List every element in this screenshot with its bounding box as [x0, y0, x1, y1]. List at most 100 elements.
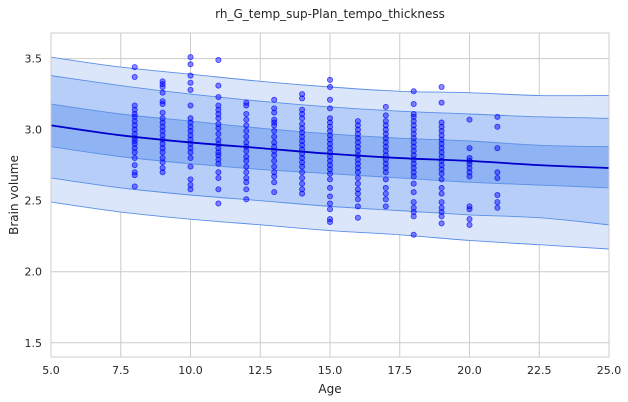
data-point [215, 156, 222, 163]
data-point [410, 173, 417, 180]
band-edge-inner-lower [50, 146, 610, 189]
data-point [326, 157, 333, 164]
data-point [438, 119, 445, 126]
data-point [299, 180, 306, 187]
data-point [243, 128, 250, 135]
data-point [131, 162, 138, 169]
data-point [410, 231, 417, 238]
band-edge-middle-upper [50, 75, 610, 119]
y-tick-label: 1.5 [25, 337, 43, 350]
data-point [271, 139, 278, 146]
data-point [243, 169, 250, 176]
data-point [187, 123, 194, 130]
data-point [382, 139, 389, 146]
data-point [354, 126, 361, 133]
data-point [466, 145, 473, 152]
data-point [326, 76, 333, 83]
data-point [354, 190, 361, 197]
data-point [299, 115, 306, 122]
data-point [326, 123, 333, 130]
data-point [187, 182, 194, 189]
data-point [438, 220, 445, 227]
data-point [131, 74, 138, 81]
data-point [410, 189, 417, 196]
data-point [299, 163, 306, 170]
data-point [438, 123, 445, 130]
data-point [494, 174, 501, 181]
data-point [215, 111, 222, 118]
data-point [382, 176, 389, 183]
data-point [410, 147, 417, 154]
data-point [159, 109, 166, 116]
data-point [326, 84, 333, 91]
data-point [354, 186, 361, 193]
data-point [215, 115, 222, 122]
data-point [187, 102, 194, 109]
data-point [299, 129, 306, 136]
data-point [271, 189, 278, 196]
data-point [187, 72, 194, 79]
data-point [410, 180, 417, 187]
data-point [410, 88, 417, 95]
data-point [494, 191, 501, 198]
x-tick-label: 5.0 [42, 364, 60, 377]
data-point [159, 128, 166, 135]
data-point [382, 190, 389, 197]
x-axis-label: Age [318, 382, 341, 396]
data-point [159, 84, 166, 91]
data-point [410, 160, 417, 167]
data-point [131, 113, 138, 120]
mean-curve [50, 124, 610, 169]
data-point [215, 130, 222, 137]
data-point [159, 145, 166, 152]
y-axis-label: Brain volume [7, 155, 21, 235]
data-points [131, 54, 501, 238]
data-point [271, 133, 278, 140]
data-point [299, 142, 306, 149]
data-point [159, 169, 166, 176]
data-point [159, 119, 166, 126]
data-point [243, 163, 250, 170]
plot-frame [50, 32, 610, 358]
data-point [187, 128, 194, 135]
data-point [354, 147, 361, 154]
data-point [354, 169, 361, 176]
data-point [326, 140, 333, 147]
data-point [354, 196, 361, 203]
data-point [326, 128, 333, 135]
data-point [382, 126, 389, 133]
data-point [326, 119, 333, 126]
data-point [271, 163, 278, 170]
data-point [243, 186, 250, 193]
data-point [326, 184, 333, 191]
data-point [354, 139, 361, 146]
data-point [299, 155, 306, 162]
data-point [410, 130, 417, 137]
data-point [494, 123, 501, 130]
data-point [354, 143, 361, 150]
data-point [271, 152, 278, 159]
data-point [494, 145, 501, 152]
data-point [215, 152, 222, 159]
data-point [271, 169, 278, 176]
data-point [326, 105, 333, 112]
data-point [299, 159, 306, 166]
data-point [187, 115, 194, 122]
data-point [438, 176, 445, 183]
data-point [131, 126, 138, 133]
data-point [466, 206, 473, 213]
data-point [326, 170, 333, 177]
data-point [159, 89, 166, 96]
data-point [410, 122, 417, 129]
data-point [494, 204, 501, 211]
data-point [215, 93, 222, 100]
data-point [326, 115, 333, 122]
data-point [438, 213, 445, 220]
data-point [187, 149, 194, 156]
data-point [410, 101, 417, 108]
data-point [131, 172, 138, 179]
data-point [271, 173, 278, 180]
data-point [382, 103, 389, 110]
x-tick-label: 12.5 [248, 364, 273, 377]
